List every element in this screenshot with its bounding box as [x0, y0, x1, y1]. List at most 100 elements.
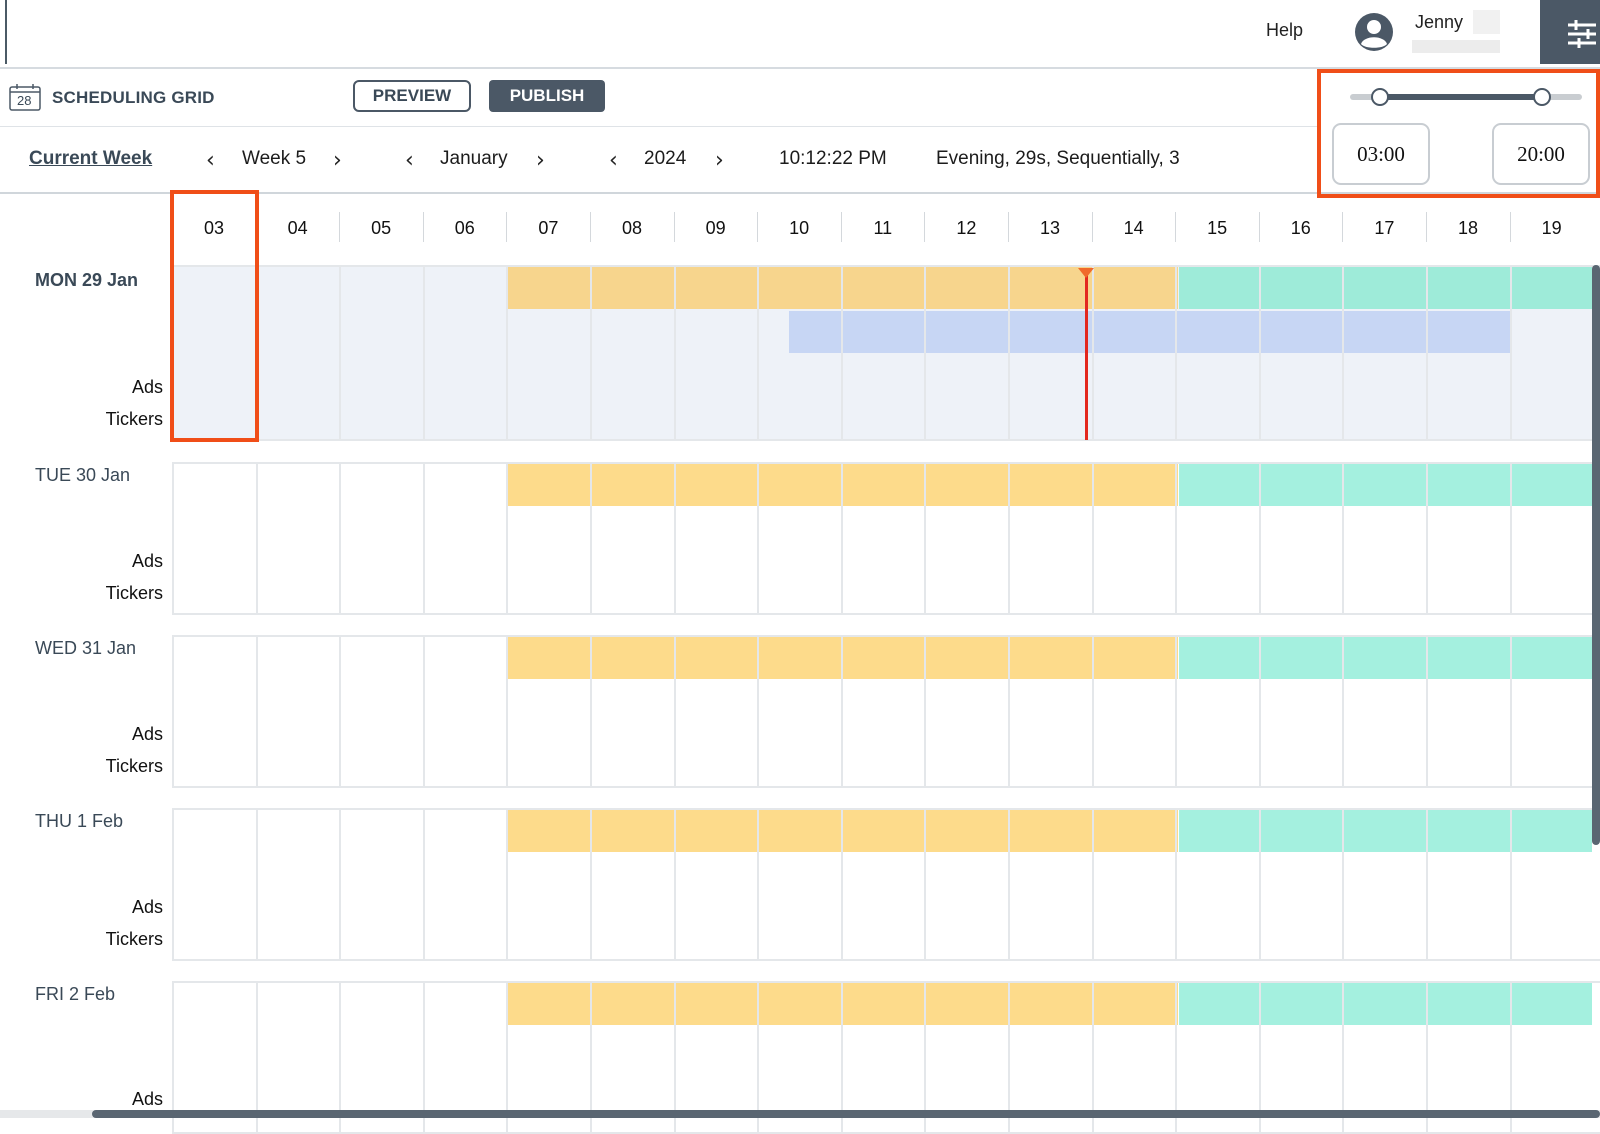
- next-month-chevron-right-icon[interactable]: ›: [536, 148, 545, 173]
- divider: [0, 126, 1320, 127]
- hour-gridline: [1259, 808, 1261, 961]
- hour-separator: [1510, 212, 1511, 242]
- hour-gridline: [841, 265, 843, 441]
- schedule-block-teal[interactable]: [1179, 267, 1592, 309]
- ads-row-label: Ads: [131, 897, 163, 917]
- hour-gridline: [1259, 265, 1261, 441]
- day-label: FRI 2 Feb: [35, 984, 116, 1004]
- hour-gridline: [506, 635, 508, 788]
- hour-separator: [1259, 212, 1260, 242]
- hour-header: 10: [789, 218, 810, 238]
- hour-separator: [1342, 212, 1343, 242]
- day-label: MON 29 Jan: [35, 270, 139, 290]
- hour-gridline: [1426, 635, 1428, 788]
- hour-gridline: [1342, 981, 1344, 1134]
- hour-header: 19: [1541, 218, 1562, 238]
- current-week-link[interactable]: Current Week: [29, 148, 153, 169]
- hour-gridline: [1175, 635, 1177, 788]
- divider: [0, 192, 1600, 194]
- hour-gridline: [339, 808, 341, 961]
- schedule-block-yellow[interactable]: [508, 464, 1178, 506]
- hour-gridline: [423, 635, 425, 788]
- range-end-handle[interactable]: [1533, 88, 1551, 106]
- redacted-block: [1473, 10, 1500, 34]
- hour-gridline: [590, 635, 592, 788]
- hour-gridline: [1259, 981, 1261, 1134]
- tickers-row-label: Tickers: [105, 409, 163, 429]
- hour-separator: [1008, 212, 1009, 242]
- hour-gridline: [256, 462, 258, 615]
- hour-gridline: [1259, 462, 1261, 615]
- schedule-block-yellow[interactable]: [508, 637, 1178, 679]
- hour-separator: [757, 212, 758, 242]
- hour-header: 11: [873, 218, 893, 238]
- hour-gridline: [1092, 808, 1094, 961]
- hour-gridline: [841, 808, 843, 961]
- current-time-arrow-icon: [1078, 268, 1094, 278]
- schedule-block-teal[interactable]: [1179, 464, 1592, 506]
- hour-gridline: [1510, 635, 1512, 788]
- prev-week-chevron-left-icon[interactable]: ‹: [206, 148, 215, 173]
- help-link[interactable]: Help: [1266, 20, 1304, 40]
- ads-row-label: Ads: [131, 1089, 163, 1109]
- hour-gridline: [674, 462, 676, 615]
- hour-header: 07: [538, 218, 559, 238]
- settings-sliders-button[interactable]: [1540, 0, 1600, 64]
- hour-gridline: [590, 462, 592, 615]
- hour-gridline: [1008, 462, 1010, 615]
- hour-gridline: [757, 808, 759, 961]
- next-week-chevron-right-icon[interactable]: ›: [333, 148, 342, 173]
- user-avatar-icon[interactable]: [1354, 12, 1394, 52]
- hour-separator: [339, 212, 340, 242]
- month-label: January: [440, 148, 508, 169]
- next-year-chevron-right-icon[interactable]: ›: [715, 148, 724, 173]
- hour-gridline: [924, 462, 926, 615]
- user-name[interactable]: Jenny: [1415, 12, 1464, 32]
- hour-gridline: [1342, 808, 1344, 961]
- range-start-tooltip: 03:00: [1332, 123, 1430, 185]
- left-edge-line: [5, 0, 7, 64]
- schedule-block-yellow[interactable]: [508, 267, 1178, 309]
- schedule-block-yellow[interactable]: [508, 983, 1178, 1025]
- schedule-block-teal[interactable]: [1179, 983, 1592, 1025]
- hour-header: 03: [203, 218, 225, 238]
- week-label: Week 5: [242, 148, 307, 169]
- tickers-row-label: Tickers: [105, 756, 163, 776]
- hour-gridline: [674, 981, 676, 1134]
- schedule-block-teal[interactable]: [1179, 810, 1592, 852]
- prev-month-chevron-left-icon[interactable]: ‹: [405, 148, 414, 173]
- publish-button[interactable]: PUBLISH: [489, 80, 605, 112]
- current-time-indicator: [1085, 268, 1088, 440]
- preview-button[interactable]: PREVIEW: [353, 80, 471, 112]
- sliders-icon: [1568, 20, 1596, 48]
- tickers-row-label: Tickers: [105, 929, 163, 949]
- prev-year-chevron-left-icon[interactable]: ‹: [609, 148, 618, 173]
- hour-gridline: [1175, 981, 1177, 1134]
- hour-gridline: [674, 635, 676, 788]
- hour-gridline: [1175, 265, 1177, 441]
- hour-gridline: [339, 981, 341, 1134]
- hour-gridline: [1342, 635, 1344, 788]
- column-highlight-box: [170, 190, 259, 442]
- vertical-scrollbar[interactable]: [1592, 265, 1600, 845]
- hour-gridline: [1426, 265, 1428, 441]
- hour-gridline: [1426, 981, 1428, 1134]
- schedule-block-yellow[interactable]: [508, 810, 1178, 852]
- hour-gridline: [1008, 808, 1010, 961]
- schedule-block-teal[interactable]: [1179, 637, 1592, 679]
- hour-gridline: [423, 462, 425, 615]
- horizontal-scrollbar-thumb[interactable]: [92, 1110, 1600, 1118]
- hour-gridline: [506, 981, 508, 1134]
- hour-gridline: [674, 265, 676, 441]
- hour-gridline: [256, 635, 258, 788]
- hour-gridline: [924, 265, 926, 441]
- time-range-slider-fill: [1380, 94, 1542, 100]
- hour-gridline: [1092, 462, 1094, 615]
- schedule-block-blue[interactable]: [789, 311, 1510, 353]
- ads-row-label: Ads: [131, 377, 163, 397]
- hour-gridline: [924, 981, 926, 1134]
- hour-gridline: [590, 981, 592, 1134]
- hour-header: 12: [956, 218, 977, 238]
- range-start-handle[interactable]: [1371, 88, 1389, 106]
- hour-gridline: [841, 981, 843, 1134]
